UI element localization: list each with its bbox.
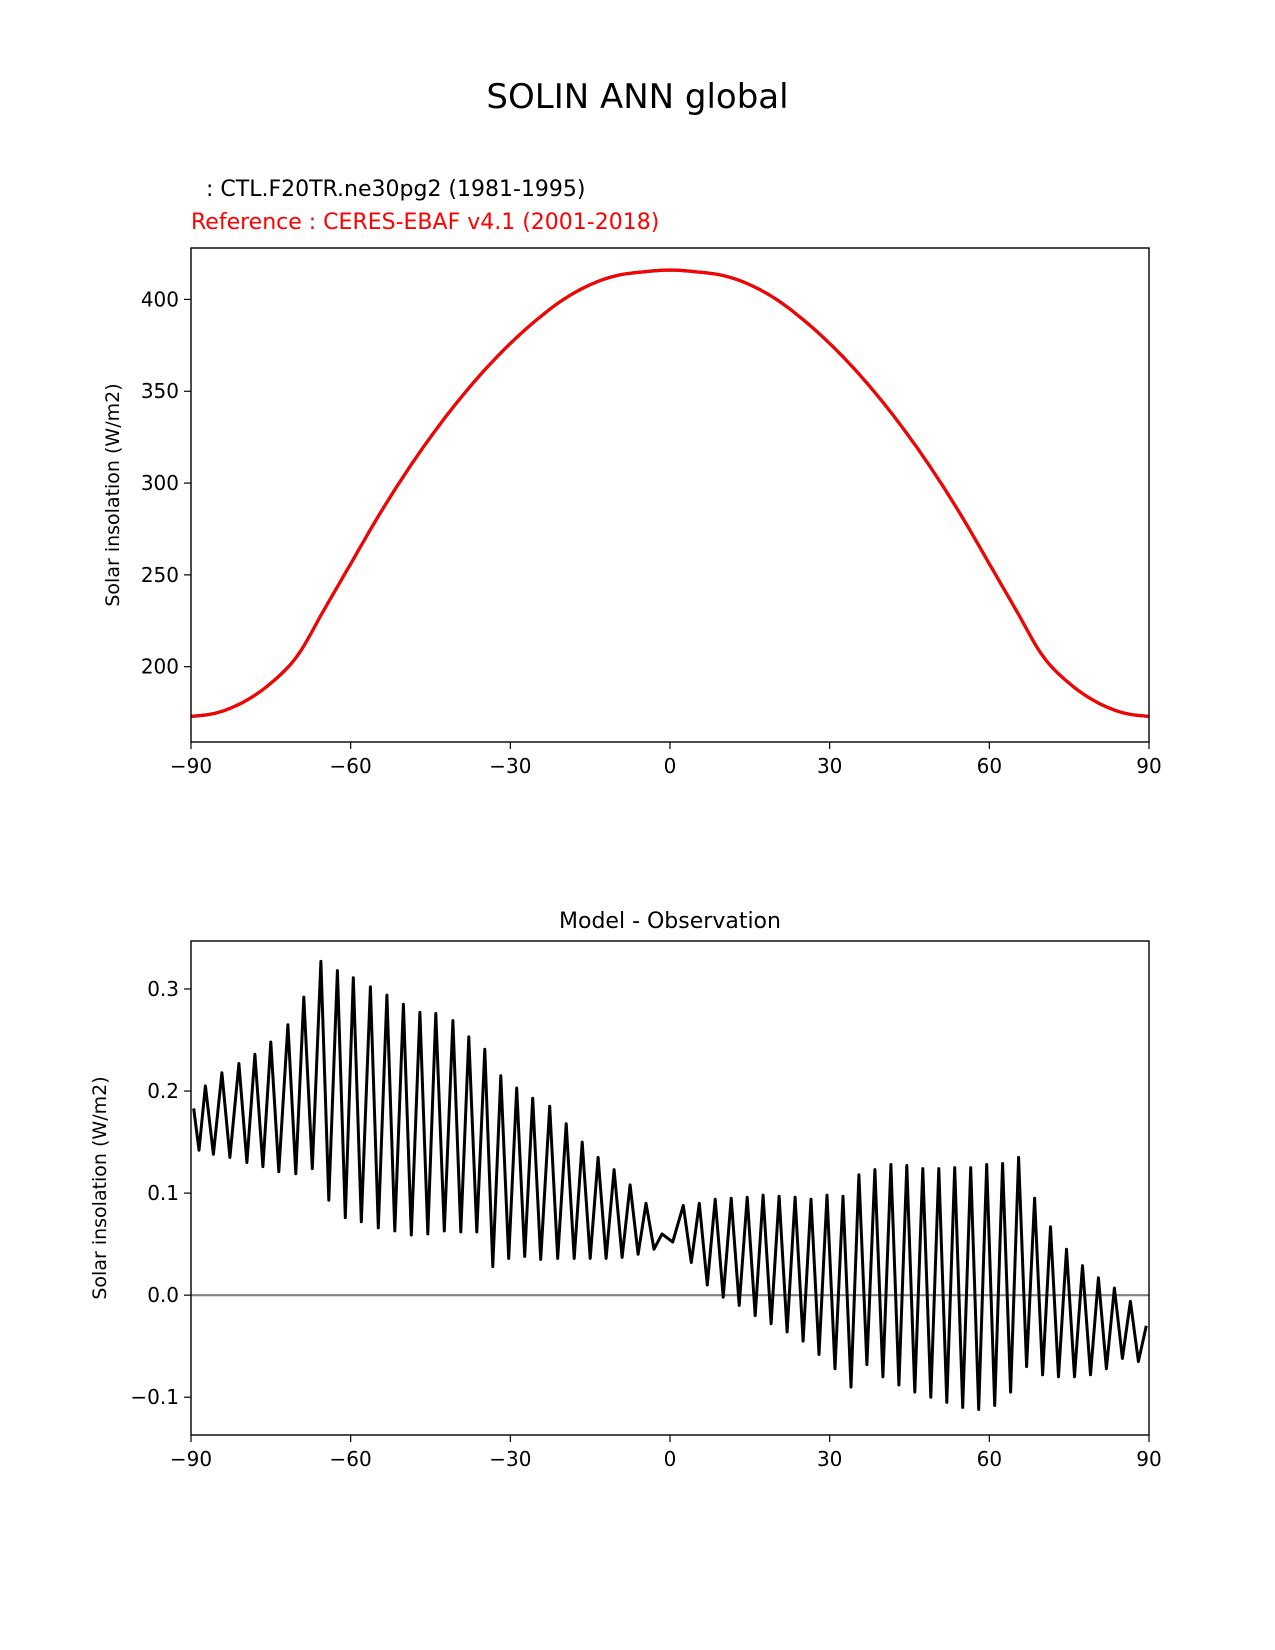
bottom-plot-lines: [191, 959, 1149, 1411]
bottom-xtick-label: 0: [664, 1447, 677, 1471]
reference-label: Reference : CERES-EBAF v4.1 (2001-2018): [191, 210, 659, 235]
test-series-line: [190, 268, 1150, 718]
top-plot-lines: [190, 268, 1150, 718]
bottom-xtick-label: −90: [170, 1447, 212, 1471]
top-axes-frame: [190, 247, 1150, 743]
top-panel: : CTL.F20TR.ne30pg2 (1981-1995) Referenc…: [102, 177, 1162, 778]
top-xtick-label: 60: [977, 754, 1002, 778]
bottom-ytick-label: −0.1: [130, 1385, 179, 1409]
bottom-xtick-label: 60: [977, 1447, 1002, 1471]
bottom-ytick-label: 0.2: [147, 1079, 179, 1103]
bottom-axis-ticks: −90 −60 −30 0 30 60 90 −0.1 0.0 0.1 0.2 0.3: [130, 977, 1161, 1471]
top-ytick-label: 200: [141, 655, 179, 679]
difference-series-line: [192, 959, 1148, 1411]
figure-suptitle: SOLIN ANN global: [486, 77, 788, 117]
top-axis-ticks: −90 −60 −30 0 30 60 90 200 250 300 350 400: [141, 287, 1162, 778]
bottom-ytick-label: 0.3: [147, 977, 179, 1001]
bottom-panel-title: Model - Observation: [559, 909, 781, 934]
bottom-ytick-label: 0.0: [147, 1283, 179, 1307]
test-case-label: : CTL.F20TR.ne30pg2 (1981-1995): [206, 177, 586, 202]
top-xtick-label: −60: [330, 754, 372, 778]
bottom-ytick-label: 0.1: [147, 1181, 179, 1205]
bottom-ylabel: Solar insolation (W/m2): [89, 1076, 111, 1299]
bottom-xtick-label: −30: [489, 1447, 531, 1471]
reference-series-line: [190, 268, 1150, 718]
top-xtick-label: 30: [817, 754, 842, 778]
bottom-xtick-label: 30: [817, 1447, 842, 1471]
top-xtick-label: −30: [489, 754, 531, 778]
top-xtick-label: −90: [170, 754, 212, 778]
top-ytick-label: 350: [141, 379, 179, 403]
top-ytick-label: 400: [141, 287, 179, 311]
top-ytick-label: 250: [141, 563, 179, 587]
bottom-axes-frame: [190, 940, 1150, 1436]
bottom-xtick-label: −60: [330, 1447, 372, 1471]
top-ytick-label: 300: [141, 471, 179, 495]
top-xtick-label: 90: [1136, 754, 1161, 778]
top-ylabel: Solar insolation (W/m2): [102, 383, 124, 606]
top-xtick-label: 0: [664, 754, 677, 778]
bottom-panel: Model - Observation −90 −60 −30 0 30 60 90 −0.1…: [89, 909, 1162, 1471]
bottom-xtick-label: 90: [1136, 1447, 1161, 1471]
